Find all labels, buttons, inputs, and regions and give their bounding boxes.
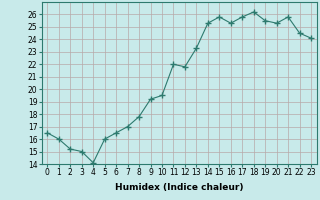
X-axis label: Humidex (Indice chaleur): Humidex (Indice chaleur): [115, 183, 244, 192]
